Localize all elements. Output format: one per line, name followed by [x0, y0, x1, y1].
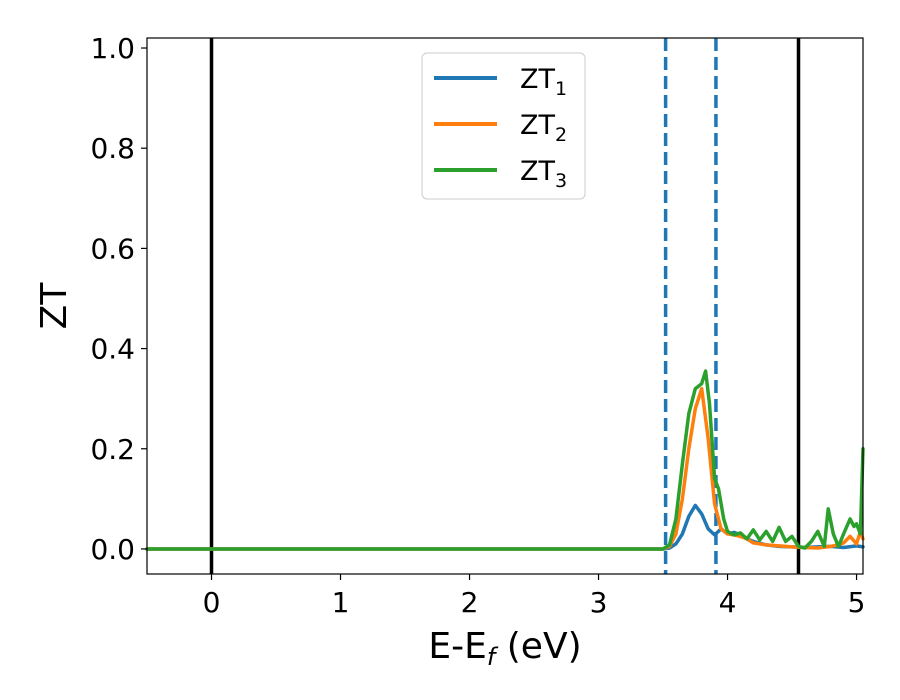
legend-entries: ZT1 ZT2 ZT3 — [434, 64, 567, 192]
y-axis-ticks: 0.0 0.2 0.4 0.6 0.8 1.0 — [90, 32, 147, 566]
x-axis-label-main: E-E — [428, 626, 486, 667]
legend: ZT1 ZT2 ZT3 — [421, 52, 586, 200]
y-axis-label: ZT — [34, 282, 75, 330]
y-tick-label: 1.0 — [90, 32, 135, 65]
legend-label-zt1: ZT1 — [520, 64, 567, 100]
x-tick-label: 4 — [719, 586, 737, 619]
legend-label-zt3: ZT3 — [520, 156, 567, 192]
y-tick-label: 0.6 — [90, 232, 135, 265]
x-tick-label: 5 — [848, 586, 866, 619]
x-tick-label: 1 — [332, 586, 350, 619]
x-tick-label: 2 — [461, 586, 479, 619]
series-layer — [145, 369, 865, 551]
y-tick-label: 0.0 — [90, 533, 135, 566]
legend-label-zt2: ZT2 — [520, 110, 567, 146]
x-axis-ticks: 0 1 2 3 4 5 — [203, 574, 866, 619]
y-tick-label: 0.2 — [90, 433, 135, 466]
legend-box — [421, 52, 586, 200]
y-tick-label: 0.4 — [90, 333, 135, 366]
x-tick-label: 0 — [203, 586, 221, 619]
series-line-zt3 — [145, 369, 865, 551]
plot-area-frame — [146, 37, 864, 575]
x-axis-label-unit: (eV) — [495, 626, 581, 667]
y-tick-label: 0.8 — [90, 132, 135, 165]
x-axis-label: E-Ef (eV) — [428, 626, 581, 671]
x-tick-label: 3 — [590, 586, 608, 619]
series-line-zt2 — [145, 386, 865, 551]
